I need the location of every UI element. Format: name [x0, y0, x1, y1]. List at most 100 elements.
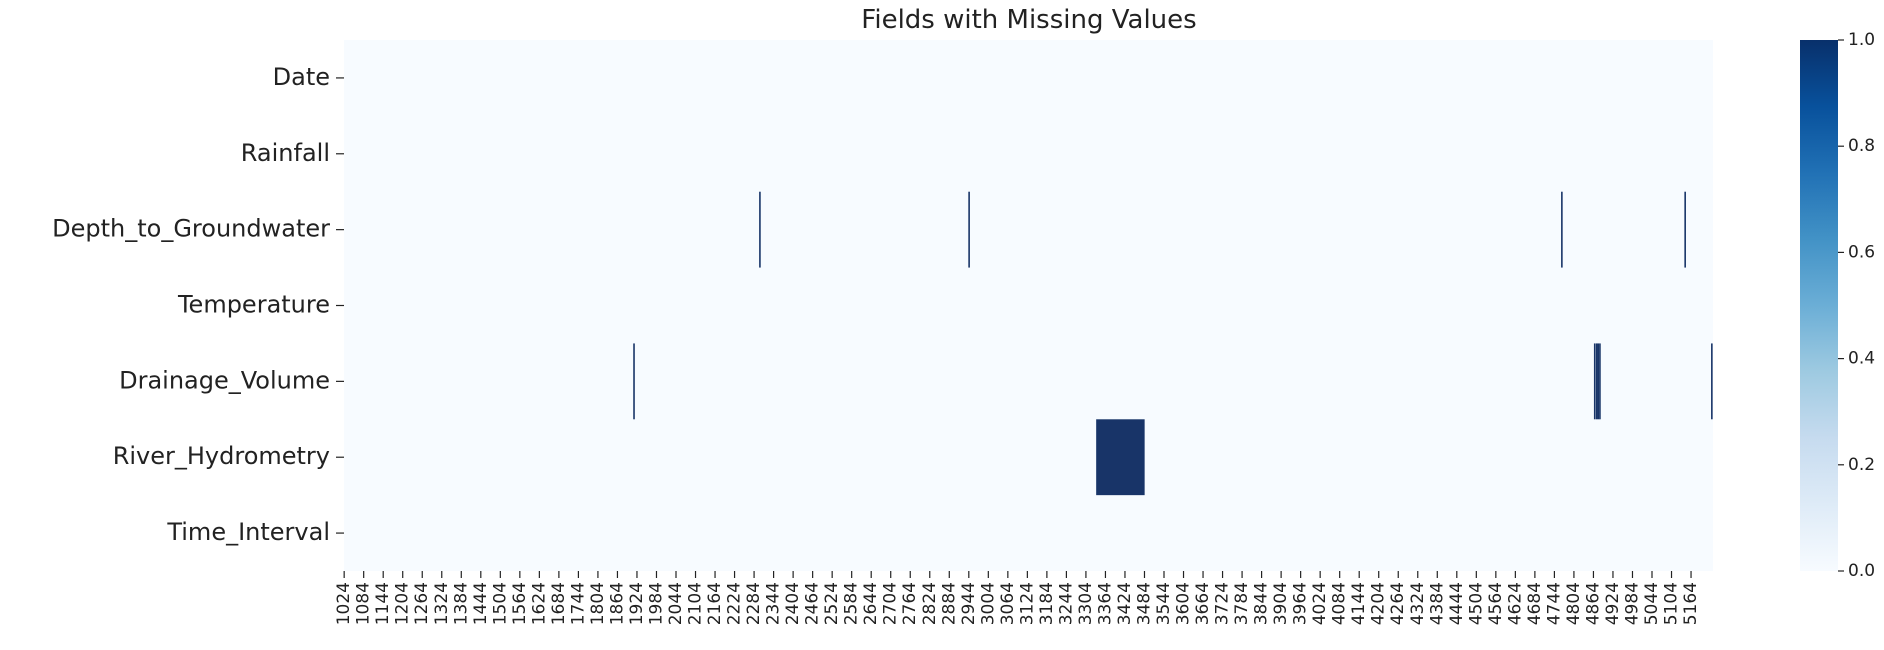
x-tick-label: 2644 [861, 582, 881, 625]
x-tick-label: 4264 [1388, 582, 1408, 625]
x-tick-label: 3784 [1232, 582, 1252, 625]
x-tick-label: 1264 [412, 582, 432, 625]
x-tick-label: 5164 [1681, 582, 1701, 625]
missing-cell [968, 191, 970, 268]
x-tick-label: 1444 [471, 582, 491, 625]
x-tick-label: 1624 [529, 582, 549, 625]
colorbar-tick-label: 0.2 [1848, 455, 1875, 475]
x-tick-label: 2464 [803, 582, 823, 625]
missing-cell [1597, 343, 1600, 420]
x-tick-label: 2104 [686, 582, 706, 625]
x-axis-ticks: 1024 1084 1144 1204 1264 1324 1384 1444 1504 1564… [334, 571, 1701, 625]
x-tick-label: 1024 [334, 582, 354, 625]
x-tick-label: 2884 [939, 582, 959, 625]
x-tick-label: 1924 [627, 582, 647, 625]
x-tick-label: 3124 [1017, 582, 1037, 625]
x-tick-label: 2584 [842, 582, 862, 625]
missing-cell [633, 343, 635, 420]
x-tick-label: 3004 [978, 582, 998, 625]
x-tick-label: 4384 [1427, 582, 1447, 625]
missing-cell [1593, 343, 1596, 420]
missing-cells [633, 191, 1713, 496]
x-tick-label: 4144 [1349, 582, 1369, 625]
x-tick-label: 4024 [1310, 582, 1330, 625]
row-label: Rainfall [241, 139, 330, 167]
x-tick-label: 4204 [1369, 582, 1389, 625]
x-tick-label: 2284 [744, 582, 764, 625]
x-tick-label: 3724 [1213, 582, 1233, 625]
x-tick-label: 1504 [490, 582, 510, 625]
missing-cell [759, 191, 761, 268]
x-tick-label: 1804 [588, 582, 608, 625]
missing-cell [1096, 419, 1145, 496]
x-tick-label: 1864 [607, 582, 627, 625]
x-tick-label: 3064 [998, 582, 1018, 625]
row-label: River_Hydrometry [113, 442, 330, 470]
x-tick-label: 1984 [646, 582, 666, 625]
missing-cell [1561, 191, 1563, 268]
missing-cell [1711, 343, 1713, 420]
missing-cell [1684, 191, 1686, 268]
x-tick-label: 1324 [432, 582, 452, 625]
x-tick-label: 2344 [764, 582, 784, 625]
chart-title: Fields with Missing Values [861, 5, 1196, 35]
x-tick-label: 4864 [1583, 582, 1603, 625]
row-labels: Date Rainfall Depth_to_Groundwater Temperat… [52, 63, 344, 546]
x-tick-label: 1144 [373, 582, 393, 625]
colorbar [1800, 40, 1838, 571]
row-label: Drainage_Volume [119, 366, 330, 394]
x-tick-label: 2764 [900, 582, 920, 625]
x-tick-label: 1744 [568, 582, 588, 625]
x-tick-label: 1084 [354, 582, 374, 625]
x-tick-label: 3364 [1095, 582, 1115, 625]
colorbar-tick-label: 0.0 [1848, 561, 1875, 581]
x-tick-label: 3184 [1037, 582, 1057, 625]
x-tick-label: 4924 [1603, 582, 1623, 625]
x-tick-label: 4444 [1447, 582, 1467, 625]
x-tick-label: 3904 [1271, 582, 1291, 625]
x-tick-label: 2944 [959, 582, 979, 625]
colorbar-tick-label: 0.8 [1848, 136, 1875, 156]
x-tick-label: 3244 [1056, 582, 1076, 625]
colorbar-tick-label: 0.4 [1848, 349, 1875, 369]
x-tick-label: 2704 [881, 582, 901, 625]
heatmap-background [344, 40, 1713, 571]
missing-cell [1599, 343, 1601, 420]
x-tick-label: 3964 [1291, 582, 1311, 625]
x-tick-label: 2164 [705, 582, 725, 625]
x-tick-label: 1384 [451, 582, 471, 625]
row-label: Temperature [177, 291, 330, 319]
x-tick-label: 4084 [1330, 582, 1350, 625]
x-tick-label: 1564 [510, 582, 530, 625]
x-tick-label: 4324 [1408, 582, 1428, 625]
x-tick-label: 5104 [1662, 582, 1682, 625]
x-tick-label: 4804 [1564, 582, 1584, 625]
row-label: Time_Interval [166, 518, 330, 546]
x-tick-label: 3844 [1252, 582, 1272, 625]
x-tick-label: 4624 [1505, 582, 1525, 625]
x-tick-label: 3424 [1115, 582, 1135, 625]
x-tick-label: 4564 [1486, 582, 1506, 625]
colorbar-ticks: 0.0 0.2 0.4 0.6 0.8 1.0 [1838, 30, 1875, 581]
x-tick-label: 2824 [920, 582, 940, 625]
x-tick-label: 1204 [393, 582, 413, 625]
x-tick-label: 3484 [1134, 582, 1154, 625]
x-tick-label: 2404 [783, 582, 803, 625]
x-tick-label: 2524 [822, 582, 842, 625]
colorbar-tick-label: 1.0 [1848, 30, 1875, 50]
x-tick-label: 4984 [1622, 582, 1642, 625]
x-tick-label: 2044 [666, 582, 686, 625]
x-tick-label: 3664 [1193, 582, 1213, 625]
x-tick-label: 4684 [1525, 582, 1545, 625]
x-tick-label: 2224 [725, 582, 745, 625]
row-label: Depth_to_Groundwater [52, 215, 330, 243]
row-label: Date [273, 63, 330, 91]
x-tick-label: 4504 [1466, 582, 1486, 625]
x-tick-label: 1684 [549, 582, 569, 625]
x-tick-label: 5044 [1642, 582, 1662, 625]
x-tick-label: 3544 [1154, 582, 1174, 625]
colorbar-tick-label: 0.6 [1848, 242, 1875, 262]
x-tick-label: 3604 [1174, 582, 1194, 625]
missing-cell [1595, 343, 1598, 420]
